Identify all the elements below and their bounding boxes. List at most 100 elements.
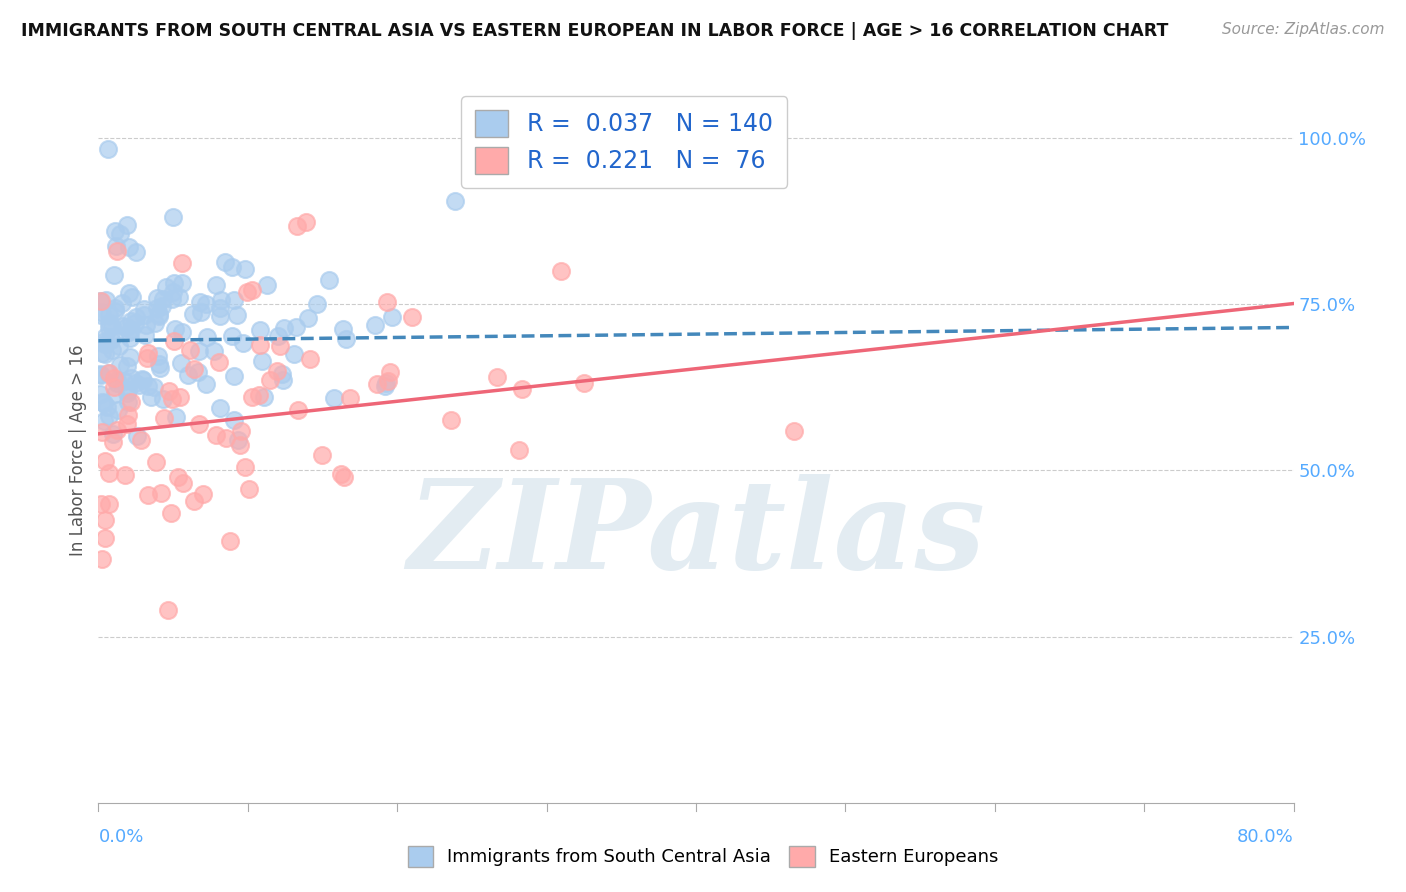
Point xyxy=(90,305,112,319)
Point xyxy=(105,244,128,258)
Point xyxy=(249,323,271,337)
Point xyxy=(374,379,396,393)
Point xyxy=(250,354,273,368)
Point xyxy=(101,318,124,333)
Point xyxy=(90,294,112,309)
Point xyxy=(160,392,183,406)
Point xyxy=(100,330,122,344)
Point xyxy=(143,316,166,330)
Point xyxy=(150,299,173,313)
Point xyxy=(233,459,256,474)
Point xyxy=(157,384,180,398)
Point xyxy=(209,293,232,308)
Point xyxy=(215,431,238,445)
Point xyxy=(115,359,138,373)
Point xyxy=(146,349,169,363)
Point xyxy=(170,356,193,370)
Point xyxy=(100,333,122,347)
Point xyxy=(117,395,139,409)
Point xyxy=(380,310,402,325)
Point xyxy=(208,309,231,323)
Point xyxy=(195,329,218,343)
Point xyxy=(138,379,160,393)
Point xyxy=(98,366,121,380)
Point xyxy=(124,317,146,331)
Point xyxy=(162,210,184,224)
Point xyxy=(165,410,187,425)
Point xyxy=(167,470,190,484)
Point xyxy=(93,337,115,351)
Point xyxy=(118,285,141,300)
Point xyxy=(242,283,264,297)
Point xyxy=(512,382,534,396)
Point xyxy=(283,347,305,361)
Point xyxy=(89,387,111,401)
Point xyxy=(98,321,121,335)
Point xyxy=(104,301,127,315)
Point xyxy=(153,411,176,425)
Point xyxy=(183,494,205,508)
Point xyxy=(172,255,194,269)
Point xyxy=(190,304,212,318)
Point xyxy=(380,366,402,380)
Point xyxy=(105,423,128,437)
Point xyxy=(139,390,162,404)
Point xyxy=(117,408,139,422)
Point xyxy=(108,358,131,372)
Point xyxy=(115,417,138,432)
Point xyxy=(169,390,191,404)
Point xyxy=(89,367,111,381)
Point xyxy=(90,308,112,322)
Point xyxy=(284,320,307,334)
Point xyxy=(229,438,252,452)
Point xyxy=(108,339,131,353)
Point xyxy=(121,290,143,304)
Point xyxy=(269,338,291,352)
Point xyxy=(108,227,131,241)
Text: IMMIGRANTS FROM SOUTH CENTRAL ASIA VS EASTERN EUROPEAN IN LABOR FORCE | AGE > 16: IMMIGRANTS FROM SOUTH CENTRAL ASIA VS EA… xyxy=(21,22,1168,40)
Point xyxy=(97,309,120,323)
Point xyxy=(160,506,183,520)
Point xyxy=(98,497,121,511)
Point xyxy=(101,343,124,358)
Point xyxy=(104,224,127,238)
Point xyxy=(179,343,201,357)
Point xyxy=(163,334,186,349)
Point xyxy=(94,454,117,468)
Point xyxy=(188,417,211,431)
Text: 0.0%: 0.0% xyxy=(98,828,143,846)
Point xyxy=(219,534,242,549)
Point xyxy=(486,370,509,384)
Point xyxy=(202,344,225,359)
Point xyxy=(267,329,290,343)
Point xyxy=(256,277,278,292)
Text: 80.0%: 80.0% xyxy=(1237,828,1294,846)
Point xyxy=(94,329,117,343)
Point xyxy=(104,304,127,318)
Point xyxy=(322,391,344,405)
Point xyxy=(285,219,308,233)
Point xyxy=(259,373,281,387)
Point xyxy=(222,368,245,383)
Point xyxy=(148,361,170,376)
Point xyxy=(221,329,243,343)
Point xyxy=(103,268,125,283)
Point xyxy=(111,295,134,310)
Point xyxy=(208,401,231,416)
Y-axis label: In Labor Force | Age > 16: In Labor Force | Age > 16 xyxy=(69,344,87,557)
Point xyxy=(318,273,340,287)
Point xyxy=(132,373,155,387)
Point xyxy=(439,413,461,427)
Point xyxy=(103,380,125,394)
Point xyxy=(366,377,388,392)
Point xyxy=(208,301,231,316)
Point xyxy=(117,383,139,397)
Point xyxy=(124,376,146,390)
Point xyxy=(136,351,159,366)
Point xyxy=(224,293,246,308)
Point xyxy=(145,455,167,469)
Point xyxy=(97,316,120,330)
Point xyxy=(135,318,157,333)
Point xyxy=(194,297,217,311)
Point xyxy=(191,486,214,500)
